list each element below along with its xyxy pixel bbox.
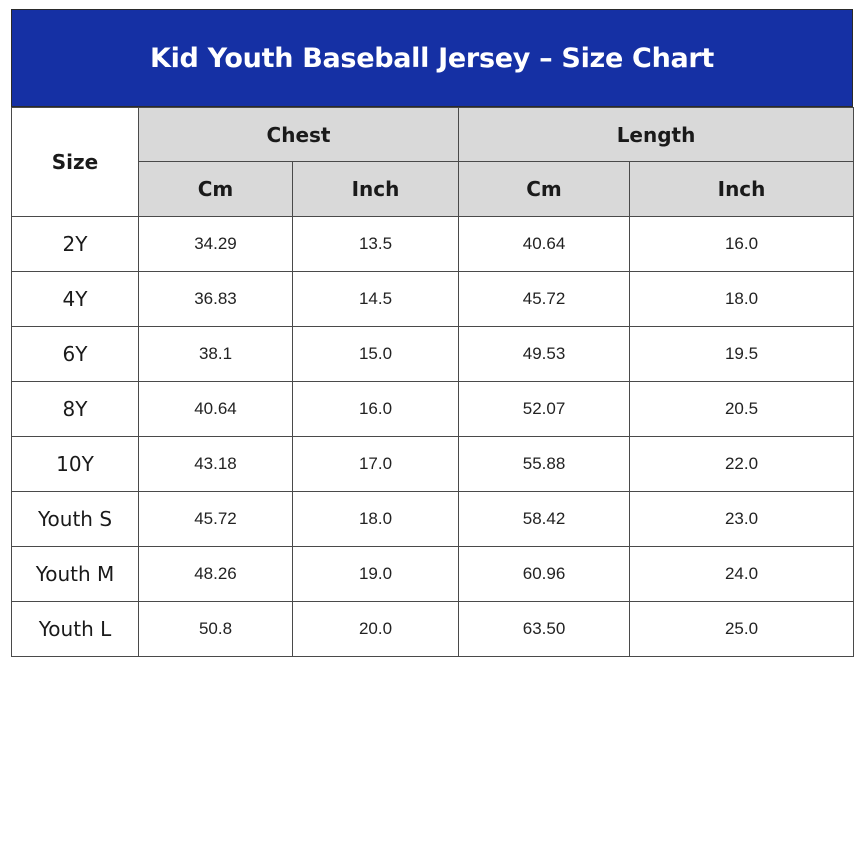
header-size: Size [11,107,139,217]
size-cell: 4Y [11,271,139,327]
length-inch-cell: 20.5 [629,381,855,437]
header-chest: Chest [137,107,460,162]
chest-cm-cell: 43.18 [138,436,293,492]
table-row: Youth L 50.8 20.0 63.50 25.0 [11,601,855,657]
length-cm-cell: 49.53 [458,326,631,382]
chest-inch-cell: 17.0 [291,436,460,492]
chest-inch-cell: 18.0 [291,491,460,547]
table-row: 4Y 36.83 14.5 45.72 18.0 [11,271,855,327]
chest-inch-cell: 20.0 [291,601,460,657]
size-cell: 6Y [11,326,139,382]
header-length-cm: Cm [458,161,631,217]
chest-cm-cell: 40.64 [138,381,293,437]
header-length: Length [458,107,855,162]
chest-cm-cell: 48.26 [138,546,293,602]
length-cm-cell: 63.50 [458,601,631,657]
chest-inch-cell: 16.0 [291,381,460,437]
length-cm-cell: 58.42 [458,491,631,547]
table-row: 6Y 38.1 15.0 49.53 19.5 [11,326,855,382]
length-cm-cell: 60.96 [458,546,631,602]
length-inch-cell: 23.0 [629,491,855,547]
length-inch-cell: 18.0 [629,271,855,327]
size-cell: 8Y [11,381,139,437]
header-chest-inch: Inch [291,161,460,217]
length-cm-cell: 45.72 [458,271,631,327]
length-inch-cell: 16.0 [629,216,855,272]
length-cm-cell: 55.88 [458,436,631,492]
size-cell: Youth M [11,546,139,602]
table-row: 8Y 40.64 16.0 52.07 20.5 [11,381,855,437]
chest-cm-cell: 34.29 [138,216,293,272]
chest-cm-cell: 50.8 [138,601,293,657]
chest-cm-cell: 38.1 [138,326,293,382]
chest-inch-cell: 14.5 [291,271,460,327]
length-cm-cell: 52.07 [458,381,631,437]
table-row: 10Y 43.18 17.0 55.88 22.0 [11,436,855,492]
chest-inch-cell: 19.0 [291,546,460,602]
length-inch-cell: 24.0 [629,546,855,602]
chest-cm-cell: 36.83 [138,271,293,327]
size-cell: Youth S [11,491,139,547]
table-row: 2Y 34.29 13.5 40.64 16.0 [11,216,855,272]
chest-cm-cell: 45.72 [138,491,293,547]
size-chart: Kid Youth Baseball Jersey – Size Chart S… [11,9,855,657]
length-inch-cell: 19.5 [629,326,855,382]
header-chest-cm: Cm [138,161,293,217]
length-inch-cell: 25.0 [629,601,855,657]
table-row: Youth S 45.72 18.0 58.42 23.0 [11,491,855,547]
chest-inch-cell: 15.0 [291,326,460,382]
size-table: Size Chest Length Cm Inch Cm Inch 2Y 34.… [11,107,855,657]
chart-title: Kid Youth Baseball Jersey – Size Chart [11,9,853,107]
chest-inch-cell: 13.5 [291,216,460,272]
header-length-inch: Inch [629,161,855,217]
length-cm-cell: 40.64 [458,216,631,272]
size-cell: Youth L [11,601,139,657]
size-cell: 10Y [11,436,139,492]
size-cell: 2Y [11,216,139,272]
length-inch-cell: 22.0 [629,436,855,492]
table-row: Youth M 48.26 19.0 60.96 24.0 [11,546,855,602]
